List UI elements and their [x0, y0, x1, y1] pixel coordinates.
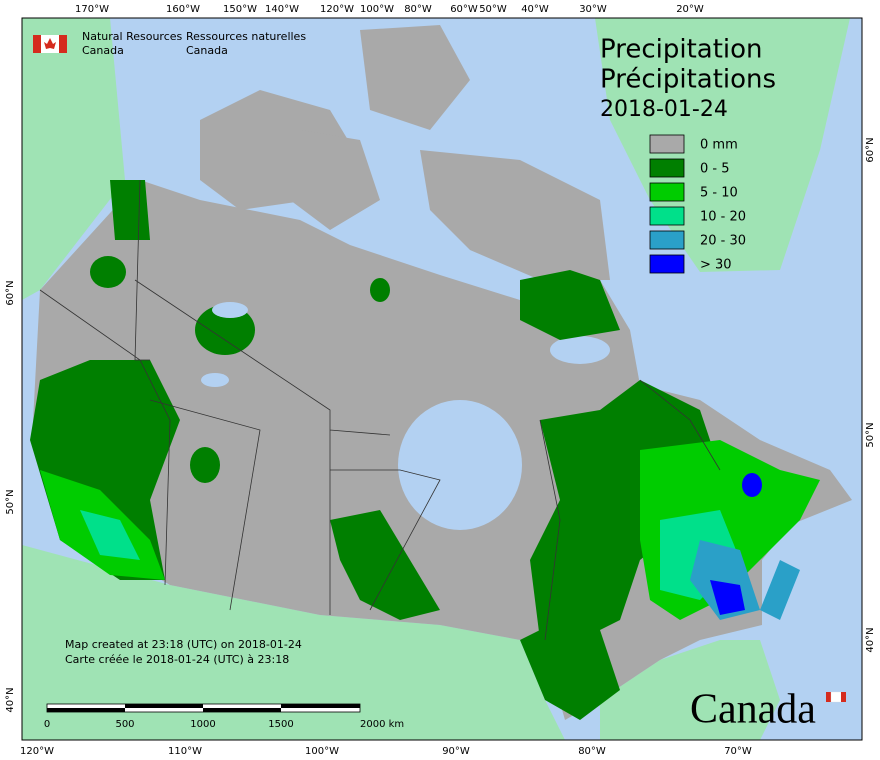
note: Carte créée le 2018-01-24 (UTC) à 23:18: [65, 653, 289, 666]
map-date: 2018-01-24: [600, 97, 728, 122]
legend-swatch: [649, 206, 685, 226]
basemap: [22, 18, 852, 740]
top-graticule-label: 30°W: [579, 4, 607, 15]
top-graticule-label: 100°W: [360, 4, 394, 15]
scale-label: 1500: [268, 719, 293, 730]
legend-label: > 30: [700, 258, 732, 273]
legend-label: 5 - 10: [700, 186, 738, 201]
top-graticule-label: 120°W: [320, 4, 354, 15]
bottom-graticule-label: 110°W: [168, 746, 202, 757]
bottom-graticule-label: 100°W: [305, 746, 339, 757]
note: Map created at 23:18 (UTC) on 2018-01-24: [65, 638, 302, 651]
scale-label: 0: [44, 719, 50, 730]
legend-swatch: [649, 182, 685, 202]
legend-label: 10 - 20: [700, 210, 746, 225]
top-graticule-label: 140°W: [265, 4, 299, 15]
title-fr: Précipitations: [600, 65, 776, 95]
top-graticule-label: 40°W: [521, 4, 549, 15]
right-graticule-label: 40°N: [865, 627, 876, 652]
legend-label: 0 - 5: [700, 162, 730, 177]
scale-label: 1000: [190, 719, 215, 730]
title-en: Precipitation: [600, 35, 763, 65]
bottom-graticule-label: 120°W: [20, 746, 54, 757]
legend-swatch: [649, 230, 685, 250]
legend-swatch: [649, 254, 685, 274]
agency-fr: Ressources naturelles: [186, 30, 306, 43]
agency-en: Natural Resources: [82, 30, 183, 43]
left-graticule-label: 40°N: [5, 687, 16, 712]
top-graticule-label: 20°W: [676, 4, 704, 15]
agency-fr: Canada: [186, 44, 228, 57]
bottom-graticule-label: 90°W: [442, 746, 470, 757]
left-graticule-label: 50°N: [5, 489, 16, 514]
legend-swatch: [649, 158, 685, 178]
left-graticule-label: 60°N: [5, 280, 16, 305]
right-graticule-label: 60°N: [865, 137, 876, 162]
top-graticule-label: 170°W: [75, 4, 109, 15]
wordmark: [826, 691, 846, 703]
canada-wordmark: Canada: [690, 687, 816, 733]
scale-label: 2000 km: [360, 719, 404, 730]
frame: [21, 17, 863, 741]
bottom-graticule-label: 70°W: [724, 746, 752, 757]
agency-signature: [33, 35, 67, 53]
top-graticule-label: 60°W: [450, 4, 478, 15]
right-graticule-label: 50°N: [865, 422, 876, 447]
legend-label: 20 - 30: [700, 234, 746, 249]
scale-label: 500: [115, 719, 134, 730]
bottom-graticule-label: 80°W: [578, 746, 606, 757]
legend-swatch: [649, 134, 685, 154]
agency-en: Canada: [82, 44, 124, 57]
top-graticule-label: 160°W: [166, 4, 200, 15]
legend-label: 0 mm: [700, 138, 738, 153]
top-graticule-label: 150°W: [223, 4, 257, 15]
top-graticule-label: 80°W: [404, 4, 432, 15]
top-graticule-label: 50°W: [479, 4, 507, 15]
scale-bar: [46, 703, 361, 713]
